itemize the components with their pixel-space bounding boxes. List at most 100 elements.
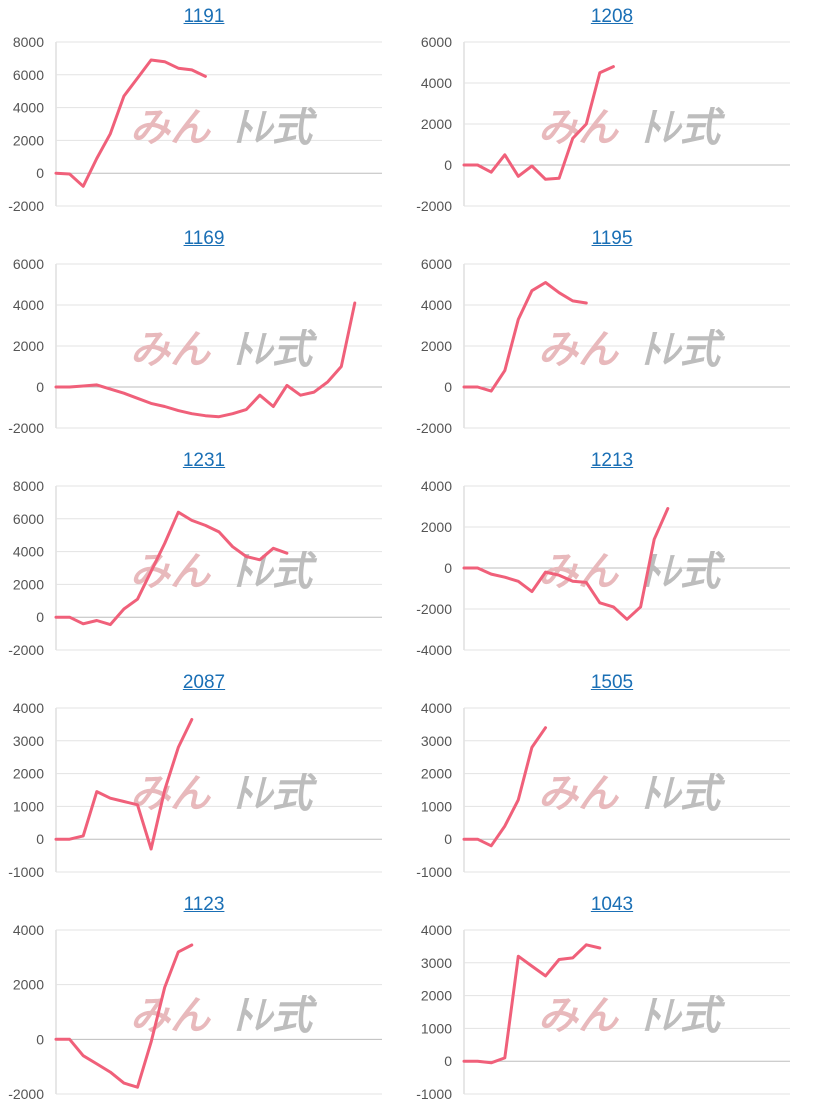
- y-tick-label: -2000: [416, 420, 452, 436]
- chart-title-link[interactable]: 1169: [183, 228, 225, 249]
- y-tick-label: 0: [36, 609, 44, 625]
- watermark-logo: みん: [130, 327, 212, 373]
- chart-panel-1043: 4000 3000 2000 1000 0 -1000 みん ﾄﾚ式 1043: [408, 888, 816, 1110]
- chart-title-link[interactable]: 1123: [183, 894, 225, 915]
- watermark-logo: ﾄﾚ式: [640, 327, 726, 373]
- watermark-logo: ﾄﾚ式: [232, 993, 318, 1039]
- y-tick-label: 0: [36, 379, 44, 395]
- line-chart: 4000 3000 2000 1000 0 -1000 みん ﾄﾚ式: [416, 700, 790, 880]
- y-tick-label: -1000: [416, 1086, 452, 1102]
- chart-panel-1123: 4000 2000 0 -2000 みん ﾄﾚ式 1123: [0, 888, 408, 1110]
- y-tick-label: 6000: [13, 67, 44, 83]
- y-tick-label: 8000: [13, 34, 44, 50]
- y-tick-label: 1000: [13, 798, 44, 814]
- y-tick-label: 0: [36, 165, 44, 181]
- y-tick-label: 2000: [421, 519, 452, 535]
- watermark-logo: ﾄﾚ式: [232, 771, 318, 817]
- series-line: [462, 281, 588, 393]
- watermark-logo: ﾄﾚ式: [640, 771, 726, 817]
- line-chart: 6000 4000 2000 0 -2000 みん ﾄﾚ式: [8, 256, 382, 436]
- chart-panel-1169: 6000 4000 2000 0 -2000 みん ﾄﾚ式 1169: [0, 222, 408, 444]
- y-tick-label: -2000: [416, 198, 452, 214]
- chart-panel-1213: 4000 2000 0 -2000 -4000 みん ﾄﾚ式 1213: [408, 444, 816, 666]
- chart-title-link[interactable]: 1195: [591, 228, 633, 249]
- y-tick-label: 2000: [13, 132, 44, 148]
- chart-title-link[interactable]: 1191: [183, 6, 225, 27]
- watermark-logo: ﾄﾚ式: [232, 327, 318, 373]
- y-tick-label: 1000: [421, 1020, 452, 1036]
- y-tick-label: 4000: [13, 100, 44, 116]
- y-tick-label: 0: [36, 831, 44, 847]
- watermark-logo: ﾄﾚ式: [640, 549, 726, 595]
- y-tick-label: 8000: [13, 478, 44, 494]
- y-tick-label: 4000: [13, 700, 44, 716]
- watermark-logo: みん: [130, 105, 212, 151]
- y-tick-label: -2000: [416, 601, 452, 617]
- y-tick-label: 4000: [421, 700, 452, 716]
- series-line: [54, 58, 207, 188]
- y-tick-label: 0: [36, 1031, 44, 1047]
- y-tick-label: 2000: [13, 576, 44, 592]
- series-line: [462, 507, 670, 621]
- chart-panel-1191: 8000 6000 4000 2000 0 -2000 みん ﾄﾚ式 1191: [0, 0, 408, 222]
- chart-panel-1208: 6000 4000 2000 0 -2000 みん ﾄﾚ式 1208: [408, 0, 816, 222]
- y-tick-label: 6000: [421, 256, 452, 272]
- chart-title-link[interactable]: 1043: [590, 894, 634, 915]
- chart-panel-1195: 6000 4000 2000 0 -2000 みん ﾄﾚ式 1195: [408, 222, 816, 444]
- line-chart: 8000 6000 4000 2000 0 -2000 みん ﾄﾚ式: [8, 34, 382, 214]
- y-tick-label: -4000: [416, 642, 452, 658]
- y-tick-label: -2000: [8, 198, 44, 214]
- y-tick-label: -2000: [8, 642, 44, 658]
- y-tick-label: -2000: [8, 1086, 44, 1102]
- series-line: [54, 510, 289, 627]
- watermark-logo: ﾄﾚ式: [640, 105, 726, 151]
- y-tick-label: 2000: [13, 766, 44, 782]
- chart-panel-1505: 4000 3000 2000 1000 0 -1000 みん ﾄﾚ式 1505: [408, 666, 816, 888]
- y-tick-label: 4000: [421, 297, 452, 313]
- y-tick-label: 4000: [13, 544, 44, 560]
- y-tick-label: -1000: [416, 864, 452, 880]
- line-chart: 4000 2000 0 -2000 みん ﾄﾚ式: [8, 922, 382, 1102]
- y-tick-label: 4000: [421, 478, 452, 494]
- watermark-logo: ﾄﾚ式: [232, 105, 318, 151]
- y-tick-label: 6000: [13, 511, 44, 527]
- watermark-logo: みん: [130, 993, 212, 1039]
- series-line: [462, 726, 547, 848]
- watermark-logo: みん: [538, 327, 620, 373]
- y-tick-label: 3000: [421, 955, 452, 971]
- y-tick-label: -2000: [8, 420, 44, 436]
- chart-title-link[interactable]: 2087: [182, 672, 226, 693]
- y-tick-label: 0: [444, 560, 452, 576]
- y-tick-label: -1000: [8, 864, 44, 880]
- y-tick-label: 3000: [421, 733, 452, 749]
- y-tick-label: 6000: [13, 256, 44, 272]
- y-tick-label: 2000: [421, 766, 452, 782]
- chart-panel-1231: 8000 6000 4000 2000 0 -2000 みん ﾄﾚ式 1231: [0, 444, 408, 666]
- y-tick-label: 0: [444, 831, 452, 847]
- y-tick-label: 2000: [421, 338, 452, 354]
- line-chart: 6000 4000 2000 0 -2000 みん ﾄﾚ式: [416, 256, 790, 436]
- y-tick-label: 4000: [421, 75, 452, 91]
- chart-title-link[interactable]: 1208: [590, 6, 634, 27]
- series-line: [54, 943, 194, 1089]
- y-tick-label: 2000: [13, 338, 44, 354]
- series-line: [462, 943, 602, 1065]
- y-tick-label: 2000: [421, 116, 452, 132]
- watermark-logo: みん: [130, 771, 212, 817]
- watermark-logo: みん: [538, 993, 620, 1039]
- chart-title-link[interactable]: 1231: [182, 450, 226, 471]
- line-chart: 4000 3000 2000 1000 0 -1000 みん ﾄﾚ式: [416, 922, 790, 1102]
- y-tick-label: 4000: [13, 922, 44, 938]
- y-tick-label: 4000: [13, 297, 44, 313]
- y-tick-label: 1000: [421, 798, 452, 814]
- chart-title-link[interactable]: 1505: [590, 672, 634, 693]
- y-tick-label: 6000: [421, 34, 452, 50]
- chart-panel-2087: 4000 3000 2000 1000 0 -1000 みん ﾄﾚ式 2087: [0, 666, 408, 888]
- watermark-logo: みん: [538, 105, 620, 151]
- y-tick-label: 0: [444, 157, 452, 173]
- series-line: [462, 65, 615, 181]
- chart-title-link[interactable]: 1213: [590, 450, 634, 471]
- y-tick-label: 0: [444, 1053, 452, 1069]
